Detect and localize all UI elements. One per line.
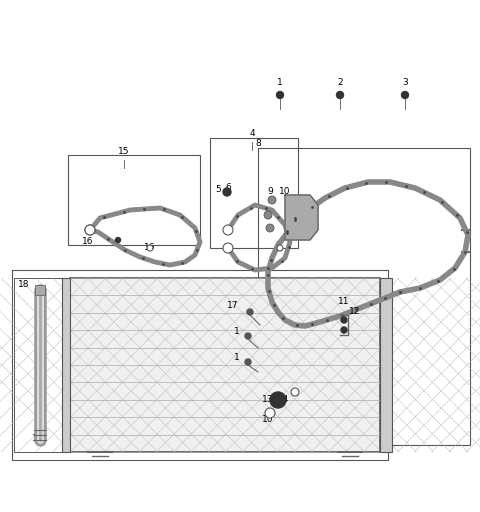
Bar [70,278,380,452]
Bar [62,278,70,452]
Circle shape [245,359,251,365]
Text: 1: 1 [234,353,240,362]
Circle shape [401,92,408,98]
Text: 16: 16 [82,238,94,246]
Text: 12: 12 [349,308,360,316]
Bar [258,148,470,445]
Text: 2: 2 [337,78,343,87]
Text: 10: 10 [279,187,291,197]
Text: 9: 9 [267,187,273,197]
Text: 16: 16 [144,244,156,252]
Text: 5: 5 [215,185,221,195]
Circle shape [270,392,286,408]
Bar [210,138,298,248]
Circle shape [264,211,272,219]
Bar [35,285,45,295]
Bar [68,155,200,245]
Text: 7: 7 [275,241,281,249]
Text: 18: 18 [18,280,29,289]
Circle shape [277,245,283,251]
Bar [380,278,392,452]
Circle shape [147,245,153,251]
Text: 17: 17 [227,302,238,310]
Text: 6: 6 [225,183,231,193]
Circle shape [85,225,95,235]
Circle shape [85,225,95,235]
Circle shape [245,333,251,339]
Text: 1: 1 [277,78,283,87]
Circle shape [336,92,344,98]
Bar [14,278,65,452]
Circle shape [341,327,347,333]
Circle shape [341,317,347,323]
Circle shape [291,388,299,396]
Circle shape [223,188,231,196]
Text: 8: 8 [255,139,261,148]
Circle shape [268,196,276,204]
Text: 14: 14 [278,395,290,404]
Polygon shape [285,195,318,240]
Circle shape [223,225,233,235]
Bar [70,278,380,452]
Circle shape [276,92,284,98]
Circle shape [247,309,253,315]
Text: 15: 15 [118,147,130,156]
Bar [12,270,388,460]
Text: 10: 10 [262,416,274,424]
Text: 13: 13 [262,395,274,404]
Text: 11: 11 [338,297,350,307]
Circle shape [266,224,274,232]
Circle shape [223,243,233,253]
Text: 1: 1 [234,328,240,336]
Text: 4: 4 [249,129,255,138]
Text: 3: 3 [402,78,408,87]
Circle shape [116,238,120,243]
Circle shape [265,408,275,418]
Text: 19: 19 [32,434,44,443]
